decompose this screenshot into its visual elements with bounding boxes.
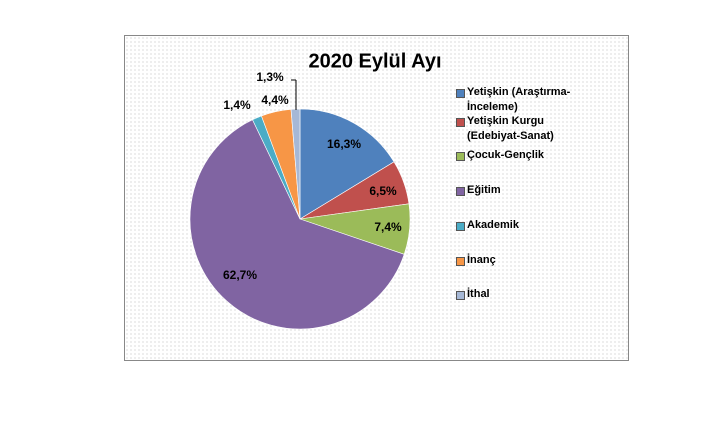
legend-label: Yetişkin (Araştırma-İnceleme) xyxy=(467,86,571,113)
legend-label: Akademik xyxy=(467,219,519,231)
legend-label: Eğitim xyxy=(467,184,501,196)
legend-item: Yetişkin Kurgu (Edebiyat-Sanat) xyxy=(456,114,617,144)
legend-swatch xyxy=(456,291,465,300)
legend-item: Çocuk-Gençlik xyxy=(456,148,617,163)
legend-label: Çocuk-Gençlik xyxy=(467,149,545,161)
data-label: 6,5% xyxy=(369,184,397,198)
legend-label: İnanç xyxy=(467,254,496,266)
legend-swatch xyxy=(456,257,465,266)
chart-title: 2020 Eylül Ayı xyxy=(308,50,441,72)
data-label: 16,3% xyxy=(327,137,361,151)
pie-slice xyxy=(299,108,395,220)
legend-label: İthal xyxy=(467,288,490,300)
data-label: 1,4% xyxy=(223,98,251,112)
data-label: 4,4% xyxy=(261,93,289,107)
legend-swatch xyxy=(456,187,465,196)
data-label: 1,3% xyxy=(256,70,284,84)
legend-item: Akademik xyxy=(456,218,617,233)
data-label: 62,7% xyxy=(223,268,257,282)
legend-swatch xyxy=(456,89,465,98)
legend-item: İthal xyxy=(456,287,617,302)
legend-item: Yetişkin (Araştırma-İnceleme) xyxy=(456,85,617,115)
legend-swatch xyxy=(456,118,465,127)
legend-swatch xyxy=(456,222,465,231)
pie-slice xyxy=(189,119,405,330)
legend-swatch xyxy=(456,152,465,161)
legend-label: Yetişkin Kurgu (Edebiyat-Sanat) xyxy=(467,115,554,142)
legend-item: Eğitim xyxy=(456,183,617,198)
data-label: 7,4% xyxy=(374,220,402,234)
legend-item: İnanç xyxy=(456,253,617,268)
